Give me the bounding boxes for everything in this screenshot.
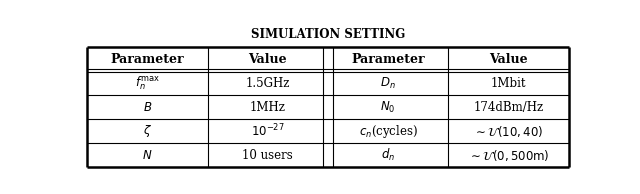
Text: 1.5GHz: 1.5GHz [246,77,290,90]
Text: Parameter: Parameter [111,53,184,66]
Text: $10^{-27}$: $10^{-27}$ [251,123,285,140]
Text: SIMULATION SETTING: SIMULATION SETTING [251,28,405,41]
Text: $\sim\mathcal{U}(10,40)$: $\sim\mathcal{U}(10,40)$ [474,124,543,139]
Text: Value: Value [248,53,287,66]
Text: $D_n$: $D_n$ [380,76,396,91]
Text: 1Mbit: 1Mbit [491,77,526,90]
Text: $\zeta$: $\zeta$ [143,123,152,139]
Text: Value: Value [489,53,528,66]
Text: $d_n$: $d_n$ [381,147,396,164]
Text: Parameter: Parameter [351,53,425,66]
Text: 1MHz: 1MHz [250,101,286,114]
Text: $f_n^{\mathrm{max}}$: $f_n^{\mathrm{max}}$ [135,74,160,92]
Text: $N$: $N$ [142,149,153,162]
Text: $\sim\mathcal{U}(0,500\mathrm{m})$: $\sim\mathcal{U}(0,500\mathrm{m})$ [468,148,549,163]
Text: $B$: $B$ [143,101,152,114]
Text: 10 users: 10 users [243,149,293,162]
Text: 174dBm/Hz: 174dBm/Hz [474,101,543,114]
Text: $c_n$(cycles): $c_n$(cycles) [358,123,417,140]
Text: $N_0$: $N_0$ [380,100,396,115]
